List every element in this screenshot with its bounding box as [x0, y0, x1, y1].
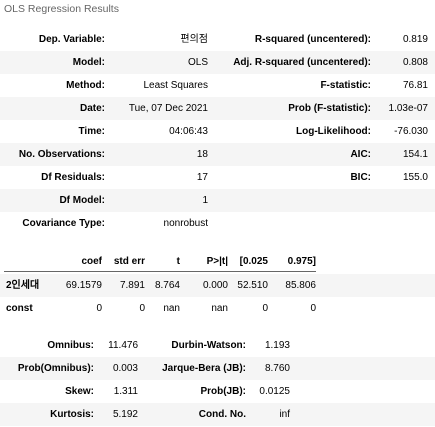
summary-left-value: 1	[202, 195, 208, 206]
coef-column-header: P>|t|	[206, 256, 228, 267]
summary-row: No. Observations: 18 AIC: 154.1	[0, 143, 435, 166]
summary-row: Method: Least Squares F-statistic: 76.81	[0, 74, 435, 97]
summary-right-value: 0.808	[402, 57, 428, 68]
summary-left-value: Least Squares	[143, 80, 209, 91]
table-caption: OLS Regression Results	[4, 3, 119, 15]
diagnostics-row: Kurtosis: 5.192 Cond. No. inf	[0, 403, 435, 426]
summary-right-label: Log-Likelihood:	[296, 126, 371, 137]
coef-header-row: coef std err t P>|t| [0.025 0.975]	[0, 250, 435, 273]
summary-row: Df Residuals: 17 BIC: 155.0	[0, 166, 435, 189]
diagnostic-label: Omnibus:	[47, 340, 94, 351]
coef-column-header: [0.025	[239, 256, 268, 267]
summary-left-value: Tue, 07 Dec 2021	[128, 103, 208, 114]
coef-cell: 69.1579	[65, 280, 102, 291]
coef-cell: 0	[96, 303, 102, 314]
diagnostic-value: 11.476	[108, 340, 138, 351]
summary-row: Covariance Type: nonrobust	[0, 212, 435, 235]
summary-left-value: OLS	[187, 57, 208, 68]
diagnostic-label: Kurtosis:	[50, 409, 94, 420]
diagnostic-value: 0.0125	[259, 386, 290, 397]
diagnostic-label: Durbin-Watson:	[171, 340, 246, 351]
coef-cell: 0.000	[202, 280, 228, 291]
summary-left-label: Dep. Variable:	[38, 34, 105, 45]
summary-right-label: F-statistic:	[320, 80, 371, 91]
summary-right-value: 154.1	[402, 149, 428, 160]
coef-column-header: coef	[81, 256, 102, 267]
summary-right-value: 76.81	[402, 80, 428, 91]
diagnostic-label: Cond. No.	[198, 409, 246, 420]
summary-left-label: Time:	[78, 126, 106, 137]
summary-left-value: 04:06:43	[169, 126, 208, 137]
table-divider	[4, 271, 316, 272]
coef-row: const 0 0 nan nan 0 0	[0, 297, 435, 320]
diagnostic-value: 1.311	[113, 386, 138, 397]
summary-right-label: AIC:	[350, 149, 371, 160]
summary-left-label: Model:	[72, 57, 105, 68]
coef-column-header: t	[176, 256, 180, 267]
diagnostics-row: Omnibus: 11.476 Durbin-Watson: 1.193	[0, 334, 435, 357]
coef-row-name: const	[6, 303, 33, 314]
summary-left-label: Method:	[66, 80, 105, 91]
summary-row: Dep. Variable: 편의점 R-squared (uncentered…	[0, 28, 435, 51]
summary-left-label: Df Residuals:	[41, 172, 105, 183]
diagnostic-label: Jarque-Bera (JB):	[162, 363, 246, 374]
diagnostic-label: Prob(Omnibus):	[17, 363, 94, 374]
coef-cell: nan	[163, 303, 180, 314]
coef-cell: 8.764	[154, 280, 180, 291]
summary-right-value: 0.819	[402, 34, 428, 45]
diagnostics-row: Skew: 1.311 Prob(JB): 0.0125	[0, 380, 435, 403]
coef-column-header: std err	[113, 256, 145, 267]
summary-left-label: Covariance Type:	[22, 218, 105, 229]
summary-right-label: BIC:	[350, 172, 371, 183]
coef-cell: 0	[310, 303, 316, 314]
coef-cell: 0	[262, 303, 268, 314]
summary-row: Time: 04:06:43 Log-Likelihood: -76.030	[0, 120, 435, 143]
coef-cell: 7.891	[119, 280, 145, 291]
summary-left-label: No. Observations:	[18, 149, 105, 160]
summary-left-value: 17	[196, 172, 208, 183]
coef-row-name: 2인세대	[6, 280, 40, 291]
coef-cell: nan	[211, 303, 228, 314]
coef-cell: 0	[139, 303, 145, 314]
summary-right-value: 155.0	[402, 172, 428, 183]
summary-left-label: Df Model:	[59, 195, 105, 206]
summary-left-label: Date:	[79, 103, 105, 114]
summary-right-value: 1.03e-07	[388, 103, 428, 114]
coef-cell: 85.806	[285, 280, 316, 291]
diagnostic-label: Skew:	[65, 386, 94, 397]
coef-column-header: 0.975]	[287, 256, 316, 267]
summary-row: Model: OLS Adj. R-squared (uncentered): …	[0, 51, 435, 74]
coef-row: 2인세대 69.1579 7.891 8.764 0.000 52.510 85…	[0, 274, 435, 297]
summary-row: Date: Tue, 07 Dec 2021 Prob (F-statistic…	[0, 97, 435, 120]
summary-right-label: R-squared (uncentered):	[254, 34, 371, 45]
diagnostic-value: 0.003	[112, 363, 138, 374]
summary-left-value: nonrobust	[163, 218, 208, 229]
diagnostic-label: Prob(JB):	[200, 386, 246, 397]
summary-left-value: 18	[196, 149, 208, 160]
summary-right-label: Adj. R-squared (uncentered):	[233, 57, 371, 68]
summary-left-value: 편의점	[180, 34, 208, 45]
diagnostic-value: inf	[279, 409, 290, 420]
summary-row: Df Model: 1	[0, 189, 435, 212]
diagnostics-row: Prob(Omnibus): 0.003 Jarque-Bera (JB): 8…	[0, 357, 435, 380]
diagnostic-value: 8.760	[264, 363, 290, 374]
diagnostic-value: 5.192	[112, 409, 138, 420]
diagnostic-value: 1.193	[264, 340, 290, 351]
coef-cell: 52.510	[237, 280, 268, 291]
summary-right-value: -76.030	[394, 126, 428, 137]
summary-right-label: Prob (F-statistic):	[288, 103, 371, 114]
